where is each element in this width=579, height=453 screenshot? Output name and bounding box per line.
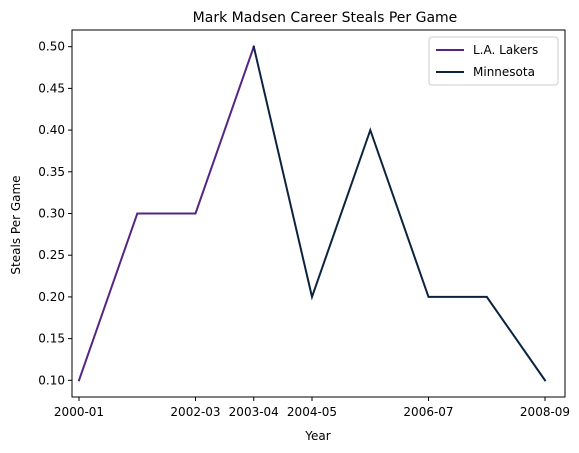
- x-tick-label: 2006-07: [403, 405, 453, 419]
- y-tick-label: 0.20: [38, 290, 65, 304]
- series-line-1: [252, 45, 547, 382]
- plot-area: [77, 45, 547, 382]
- y-tick-label: 0.35: [38, 165, 65, 179]
- x-tick-label: 2004-05: [287, 405, 337, 419]
- y-tick-label: 0.50: [38, 40, 65, 54]
- y-tick-label: 0.30: [38, 207, 65, 221]
- x-tick-label: 2008-09: [520, 405, 570, 419]
- y-tick-label: 0.45: [38, 81, 65, 95]
- series-line-0: [77, 45, 256, 382]
- y-tick-label: 0.10: [38, 373, 65, 387]
- legend-label-0: L.A. Lakers: [473, 43, 538, 57]
- y-tick-label: 0.40: [38, 123, 65, 137]
- x-axis-label: Year: [304, 429, 330, 443]
- y-tick-label: 0.15: [38, 332, 65, 346]
- axes: 0.10 0.15 0.20 0.25 0.30 0.35 0.40 0.45 0.50 2000…: [38, 29, 570, 419]
- legend-label-1: Minnesota: [473, 65, 535, 79]
- chart-title: Mark Madsen Career Steals Per Game: [193, 10, 458, 26]
- x-tick-label: 2000-01: [54, 405, 104, 419]
- y-axis-label: Steals Per Game: [9, 175, 23, 274]
- x-tick-label: 2002-03: [170, 405, 220, 419]
- x-tick-label: 2003-04: [229, 405, 279, 419]
- y-tick-label: 0.25: [38, 248, 65, 262]
- legend: L.A. Lakers Minnesota: [428, 36, 559, 86]
